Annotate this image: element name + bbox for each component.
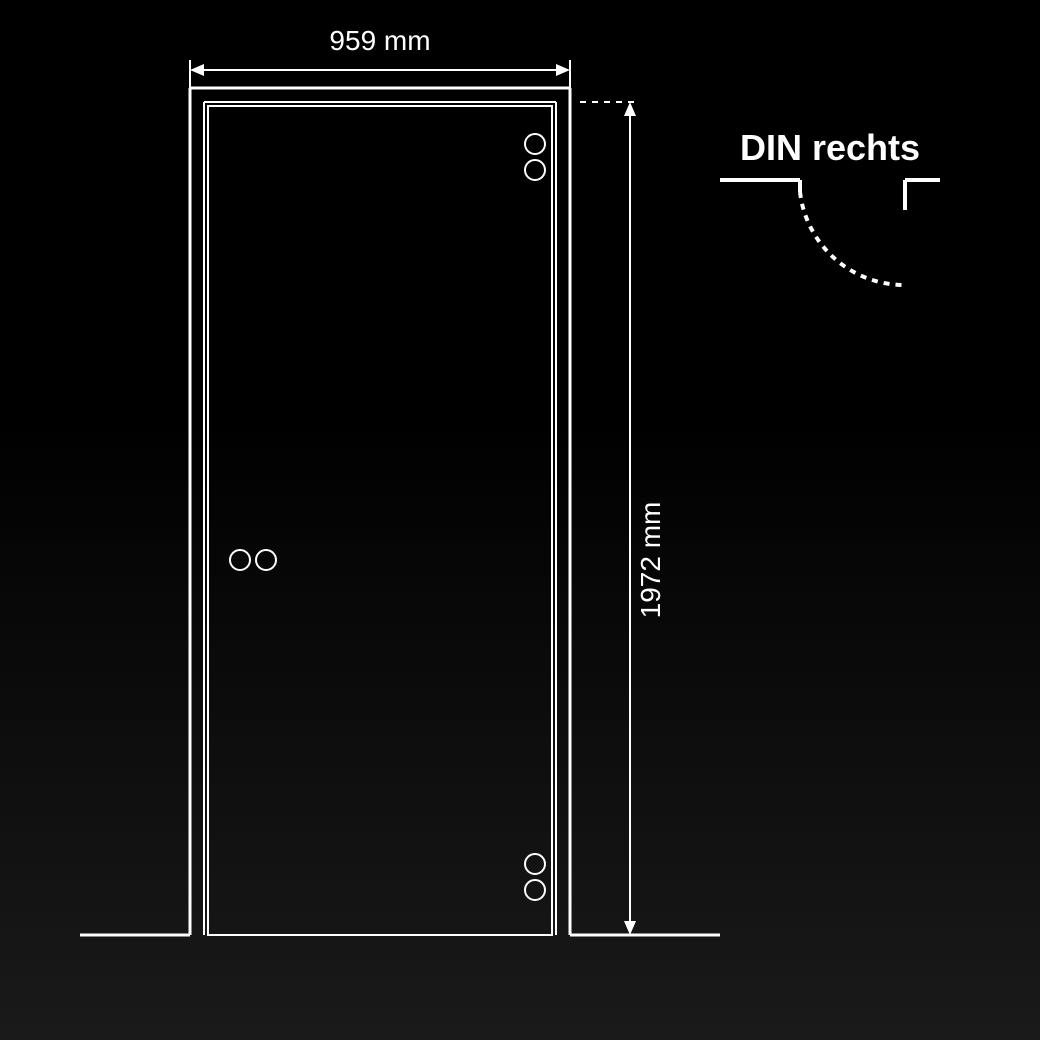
din-title: DIN rechts	[740, 127, 920, 168]
width-arrow-right	[556, 64, 570, 76]
hinge-circle-1-0	[525, 854, 545, 874]
handle-circle-1	[256, 550, 276, 570]
height-arrow-bottom	[624, 921, 636, 935]
width-label: 959 mm	[329, 25, 430, 56]
handle-circle-0	[230, 550, 250, 570]
hinge-circle-1-1	[525, 880, 545, 900]
height-label: 1972 mm	[635, 502, 666, 619]
door-diagram: 959 mm 1972 mm DIN rechts	[0, 0, 1040, 1040]
swing-arc	[800, 192, 905, 285]
hinge-circle-0-1	[525, 160, 545, 180]
door-leaf	[208, 106, 552, 935]
width-arrow-left	[190, 64, 204, 76]
hinge-circle-0-0	[525, 134, 545, 154]
height-arrow-top	[624, 102, 636, 116]
